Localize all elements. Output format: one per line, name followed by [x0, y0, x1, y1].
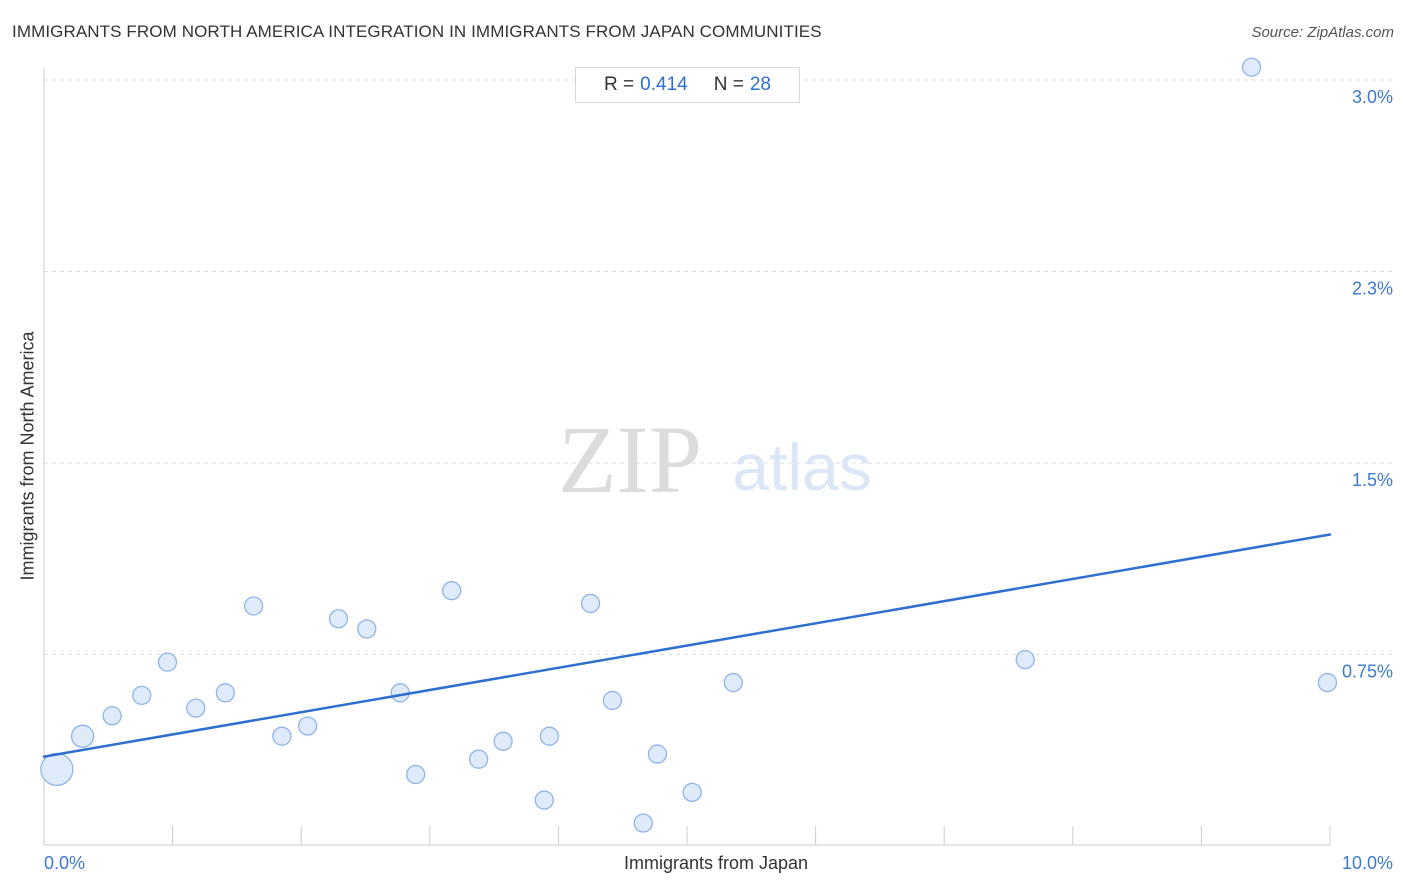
- y-tick-label: 0.75%: [1342, 662, 1393, 682]
- data-point: [406, 764, 426, 785]
- data-point: [243, 596, 264, 616]
- data-point: [602, 690, 623, 711]
- stats-box: R = 0.414 N = 28: [575, 67, 800, 103]
- data-point: [539, 726, 560, 746]
- y-tick-label: 1.5%: [1352, 470, 1393, 490]
- axes: [43, 68, 1331, 846]
- watermark-zip: ZIP: [558, 406, 702, 513]
- data-point: [647, 744, 668, 764]
- n-value: 28: [749, 74, 771, 95]
- data-point: [1241, 57, 1262, 77]
- x-axis-label: Immigrants from Japan: [623, 853, 809, 873]
- data-point: [328, 609, 349, 629]
- data-point: [534, 790, 554, 810]
- data-points: [40, 57, 1338, 833]
- chart-title: IMMIGRANTS FROM NORTH AMERICA INTEGRATIO…: [12, 22, 822, 41]
- data-point: [1015, 649, 1035, 670]
- data-point: [580, 593, 601, 614]
- x-tick-label: 0.0%: [44, 853, 85, 873]
- data-point: [357, 619, 377, 639]
- y-tick-label: 3.0%: [1352, 87, 1393, 107]
- data-point: [102, 706, 122, 726]
- data-point: [633, 813, 653, 833]
- data-point: [215, 683, 235, 703]
- grid-lines: [44, 79, 1392, 655]
- data-point: [723, 672, 743, 693]
- data-point: [272, 726, 292, 746]
- data-point: [157, 652, 178, 672]
- r-value: 0.414: [640, 74, 688, 95]
- data-point: [40, 752, 74, 787]
- watermark: ZIP atlas: [558, 406, 872, 513]
- x-tick-label: 10.0%: [1342, 853, 1393, 873]
- data-point: [132, 685, 152, 706]
- trend-line: [42, 533, 1332, 758]
- data-point: [469, 749, 489, 769]
- data-point: [1317, 672, 1338, 693]
- watermark-atlas: atlas: [732, 430, 871, 504]
- data-point: [70, 724, 95, 748]
- y-tick-label: 2.3%: [1352, 279, 1393, 299]
- n-label: N =: [713, 74, 744, 95]
- data-point: [297, 716, 318, 736]
- trend-line-group: [42, 533, 1332, 758]
- data-point: [493, 731, 513, 751]
- source-label: Source: ZipAtlas.com: [1251, 24, 1394, 41]
- r-label: R =: [604, 74, 635, 95]
- tick-labels: 0.75% 1.5% 2.3% 3.0% 0.0% 10.0%: [44, 87, 1393, 873]
- data-point: [186, 698, 206, 718]
- data-point: [442, 581, 462, 601]
- data-point: [682, 782, 702, 803]
- y-axis-label: Immigrants from North America: [17, 331, 38, 581]
